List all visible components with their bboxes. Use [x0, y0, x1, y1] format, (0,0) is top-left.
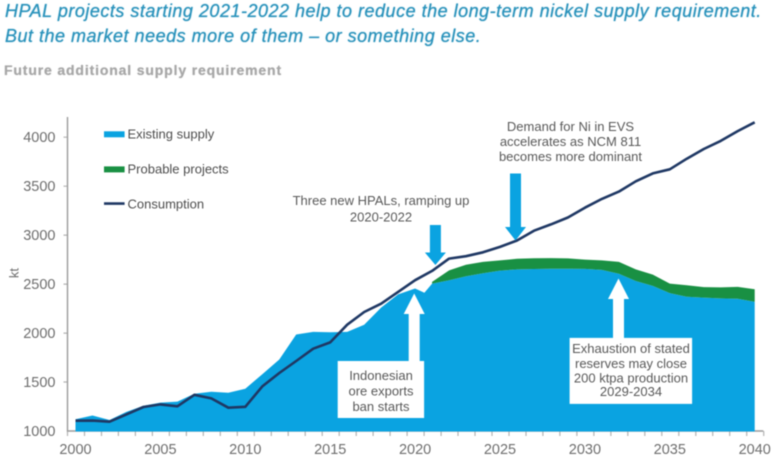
svg-text:accelerates as NCM 811: accelerates as NCM 811 — [500, 134, 641, 149]
svg-text:2005: 2005 — [144, 442, 176, 458]
svg-text:2020: 2020 — [399, 442, 431, 458]
svg-text:3000: 3000 — [23, 228, 55, 244]
svg-text:2000: 2000 — [23, 326, 55, 342]
svg-text:2029-2034: 2029-2034 — [600, 384, 662, 399]
svg-text:ore exports: ore exports — [348, 384, 414, 399]
svg-text:Consumption: Consumption — [128, 196, 205, 211]
svg-text:1000: 1000 — [23, 424, 55, 440]
svg-text:1500: 1500 — [23, 375, 55, 391]
svg-text:2040: 2040 — [739, 442, 771, 458]
svg-text:becomes more dominant: becomes more dominant — [499, 149, 642, 164]
svg-text:ban starts: ban starts — [352, 399, 410, 414]
svg-text:Demand for Ni in EVS: Demand for Ni in EVS — [507, 119, 634, 134]
svg-text:4000: 4000 — [23, 130, 55, 146]
svg-text:Probable projects: Probable projects — [128, 161, 230, 176]
svg-text:2035: 2035 — [654, 442, 686, 458]
svg-text:reserves may close: reserves may close — [575, 356, 687, 371]
svg-text:2015: 2015 — [314, 442, 346, 458]
svg-text:Existing supply: Existing supply — [128, 126, 215, 141]
svg-text:2010: 2010 — [229, 442, 261, 458]
svg-text:2000: 2000 — [59, 442, 91, 458]
svg-text:kt: kt — [7, 268, 22, 279]
svg-text:3500: 3500 — [23, 179, 55, 195]
svg-text:2030: 2030 — [569, 442, 601, 458]
svg-text:2020-2022: 2020-2022 — [350, 209, 412, 224]
svg-text:Exhaustion of stated: Exhaustion of stated — [572, 341, 690, 356]
svg-text:2025: 2025 — [484, 442, 516, 458]
svg-text:2500: 2500 — [23, 277, 55, 293]
svg-text:Indonesian: Indonesian — [349, 368, 413, 383]
svg-text:200 ktpa production: 200 ktpa production — [574, 371, 688, 386]
svg-text:Three new HPALs, ramping up: Three new HPALs, ramping up — [293, 193, 470, 208]
